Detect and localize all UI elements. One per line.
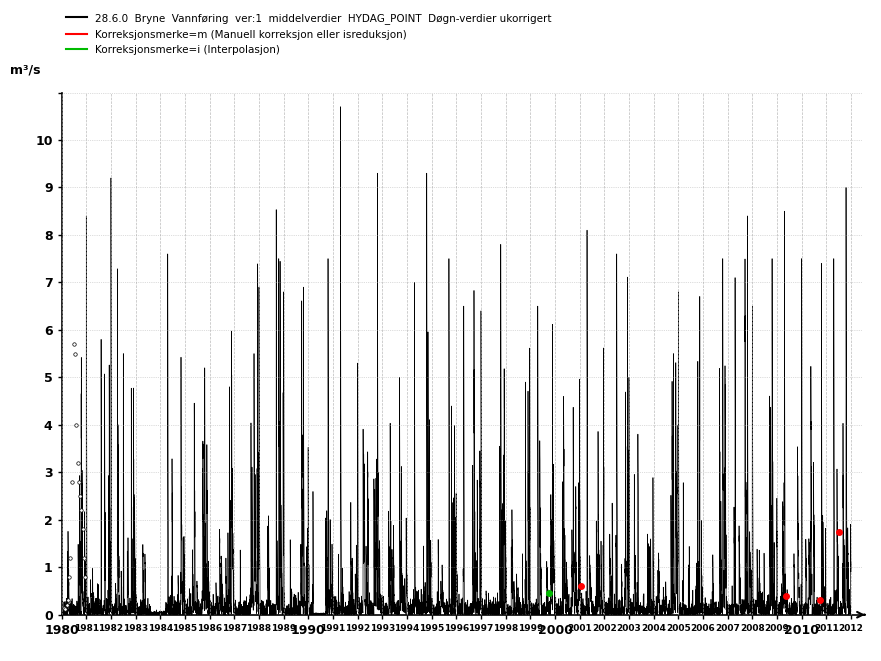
Legend: 28.6.0  Bryne  Vannføring  ver:1  middelverdier  HYDAG_POINT  Døgn-verdier ukorr: 28.6.0 Bryne Vannføring ver:1 middelverd…: [62, 9, 556, 59]
Y-axis label: m³/s: m³/s: [11, 64, 41, 77]
